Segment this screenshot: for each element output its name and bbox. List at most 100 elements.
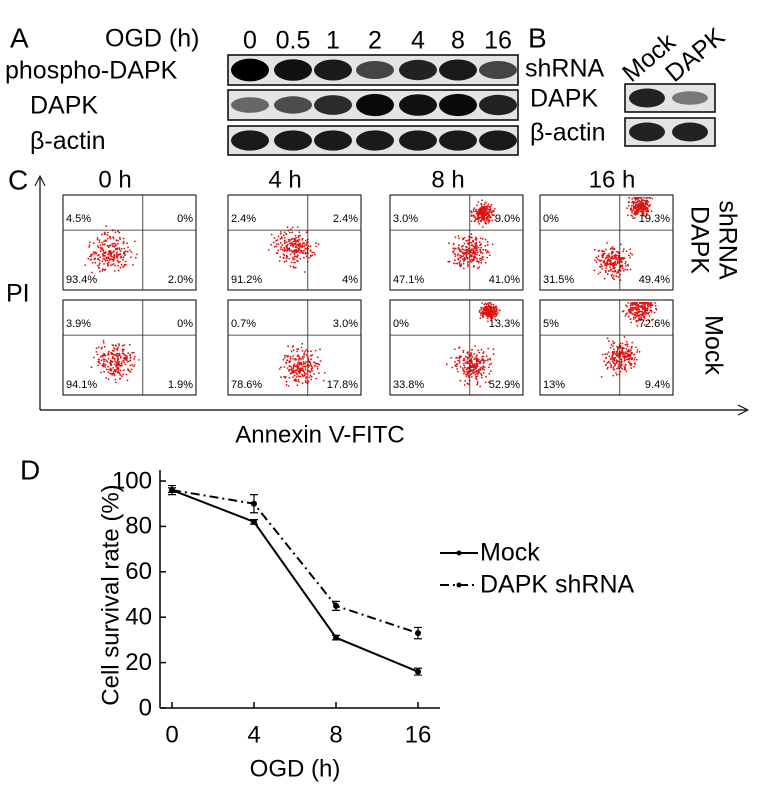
event-dot <box>467 358 469 360</box>
event-dot <box>294 266 297 269</box>
event-dot <box>633 207 635 210</box>
event-dot <box>602 254 605 257</box>
quadrant-value: 19.3% <box>639 213 670 225</box>
event-dot <box>300 367 303 370</box>
event-dot <box>467 383 470 386</box>
event-dot <box>103 232 106 235</box>
event-dot <box>638 311 640 313</box>
event-dot <box>466 249 469 252</box>
event-dot <box>315 362 318 365</box>
event-dot <box>471 259 474 262</box>
event-dot <box>107 246 110 249</box>
event-dot <box>482 308 485 310</box>
event-dot <box>611 340 614 343</box>
event-dot <box>593 269 596 272</box>
event-dot <box>302 242 305 245</box>
event-dot <box>611 246 614 248</box>
event-dot <box>481 238 484 240</box>
event-dot <box>291 237 294 240</box>
event-dot <box>636 324 639 327</box>
event-dot <box>614 253 617 256</box>
event-dot <box>626 207 628 210</box>
legend-marker <box>456 582 462 588</box>
event-dot <box>292 376 294 379</box>
event-dot <box>473 216 476 219</box>
event-dot <box>113 270 116 272</box>
event-dot <box>291 244 294 246</box>
event-dot <box>109 258 111 260</box>
event-dot <box>650 309 652 312</box>
event-dot <box>612 267 615 269</box>
event-dot <box>491 311 494 314</box>
event-dot <box>463 364 466 367</box>
event-dot <box>613 341 616 344</box>
event-dot <box>627 204 630 207</box>
event-dot <box>622 248 625 251</box>
event-dot <box>487 320 489 323</box>
event-dot <box>646 307 649 310</box>
event-dot <box>285 380 288 383</box>
event-dot <box>484 308 487 311</box>
event-dot <box>95 351 98 353</box>
event-dot <box>481 359 483 362</box>
event-dot <box>490 204 493 206</box>
event-dot <box>490 370 492 373</box>
event-dot <box>109 367 112 370</box>
event-dot <box>87 257 90 260</box>
series-line <box>171 489 419 635</box>
event-dot <box>484 359 487 362</box>
event-dot <box>607 270 610 273</box>
event-dot <box>617 365 620 368</box>
panel-label: C <box>8 164 28 195</box>
event-dot <box>301 355 304 358</box>
event-dot <box>654 302 657 304</box>
event-dot <box>615 264 617 266</box>
event-dot <box>606 353 609 355</box>
event-dot <box>286 243 289 246</box>
event-dot <box>482 248 485 251</box>
event-dot <box>627 254 630 257</box>
event-dot <box>484 249 487 252</box>
event-dot <box>103 240 105 243</box>
event-dot <box>632 316 635 319</box>
event-dot <box>115 253 118 256</box>
event-dot <box>615 374 618 376</box>
event-dot <box>92 251 95 253</box>
event-dot <box>461 245 464 247</box>
event-dot <box>617 367 620 370</box>
event-dot <box>119 266 122 269</box>
event-dot <box>290 369 293 372</box>
event-dot <box>635 358 638 361</box>
event-dot <box>101 260 104 263</box>
event-dot <box>483 205 486 208</box>
event-dot <box>485 210 487 213</box>
event-dot <box>634 308 637 310</box>
column-label: 8 h <box>431 166 464 193</box>
event-dot <box>464 361 467 364</box>
event-dot <box>644 215 647 218</box>
event-dot <box>611 276 614 279</box>
event-dot <box>459 379 462 382</box>
event-dot <box>304 350 307 353</box>
event-dot <box>648 205 650 208</box>
event-dot <box>113 253 116 256</box>
band <box>356 130 394 151</box>
event-dot <box>114 264 116 267</box>
event-dot <box>94 257 97 260</box>
event-dot <box>489 302 491 304</box>
event-dot <box>472 363 475 366</box>
event-dot <box>630 367 633 369</box>
event-dot <box>624 343 627 346</box>
event-dot <box>614 356 616 359</box>
event-dot <box>103 352 105 355</box>
event-dot <box>301 342 304 345</box>
point <box>333 602 339 609</box>
event-dot <box>625 356 627 358</box>
band <box>672 122 708 142</box>
event-dot <box>633 365 635 368</box>
event-dot <box>283 261 286 263</box>
event-dot <box>302 365 304 368</box>
event-dot <box>491 210 494 213</box>
panel-label: A <box>10 22 29 53</box>
event-dot <box>124 358 126 361</box>
